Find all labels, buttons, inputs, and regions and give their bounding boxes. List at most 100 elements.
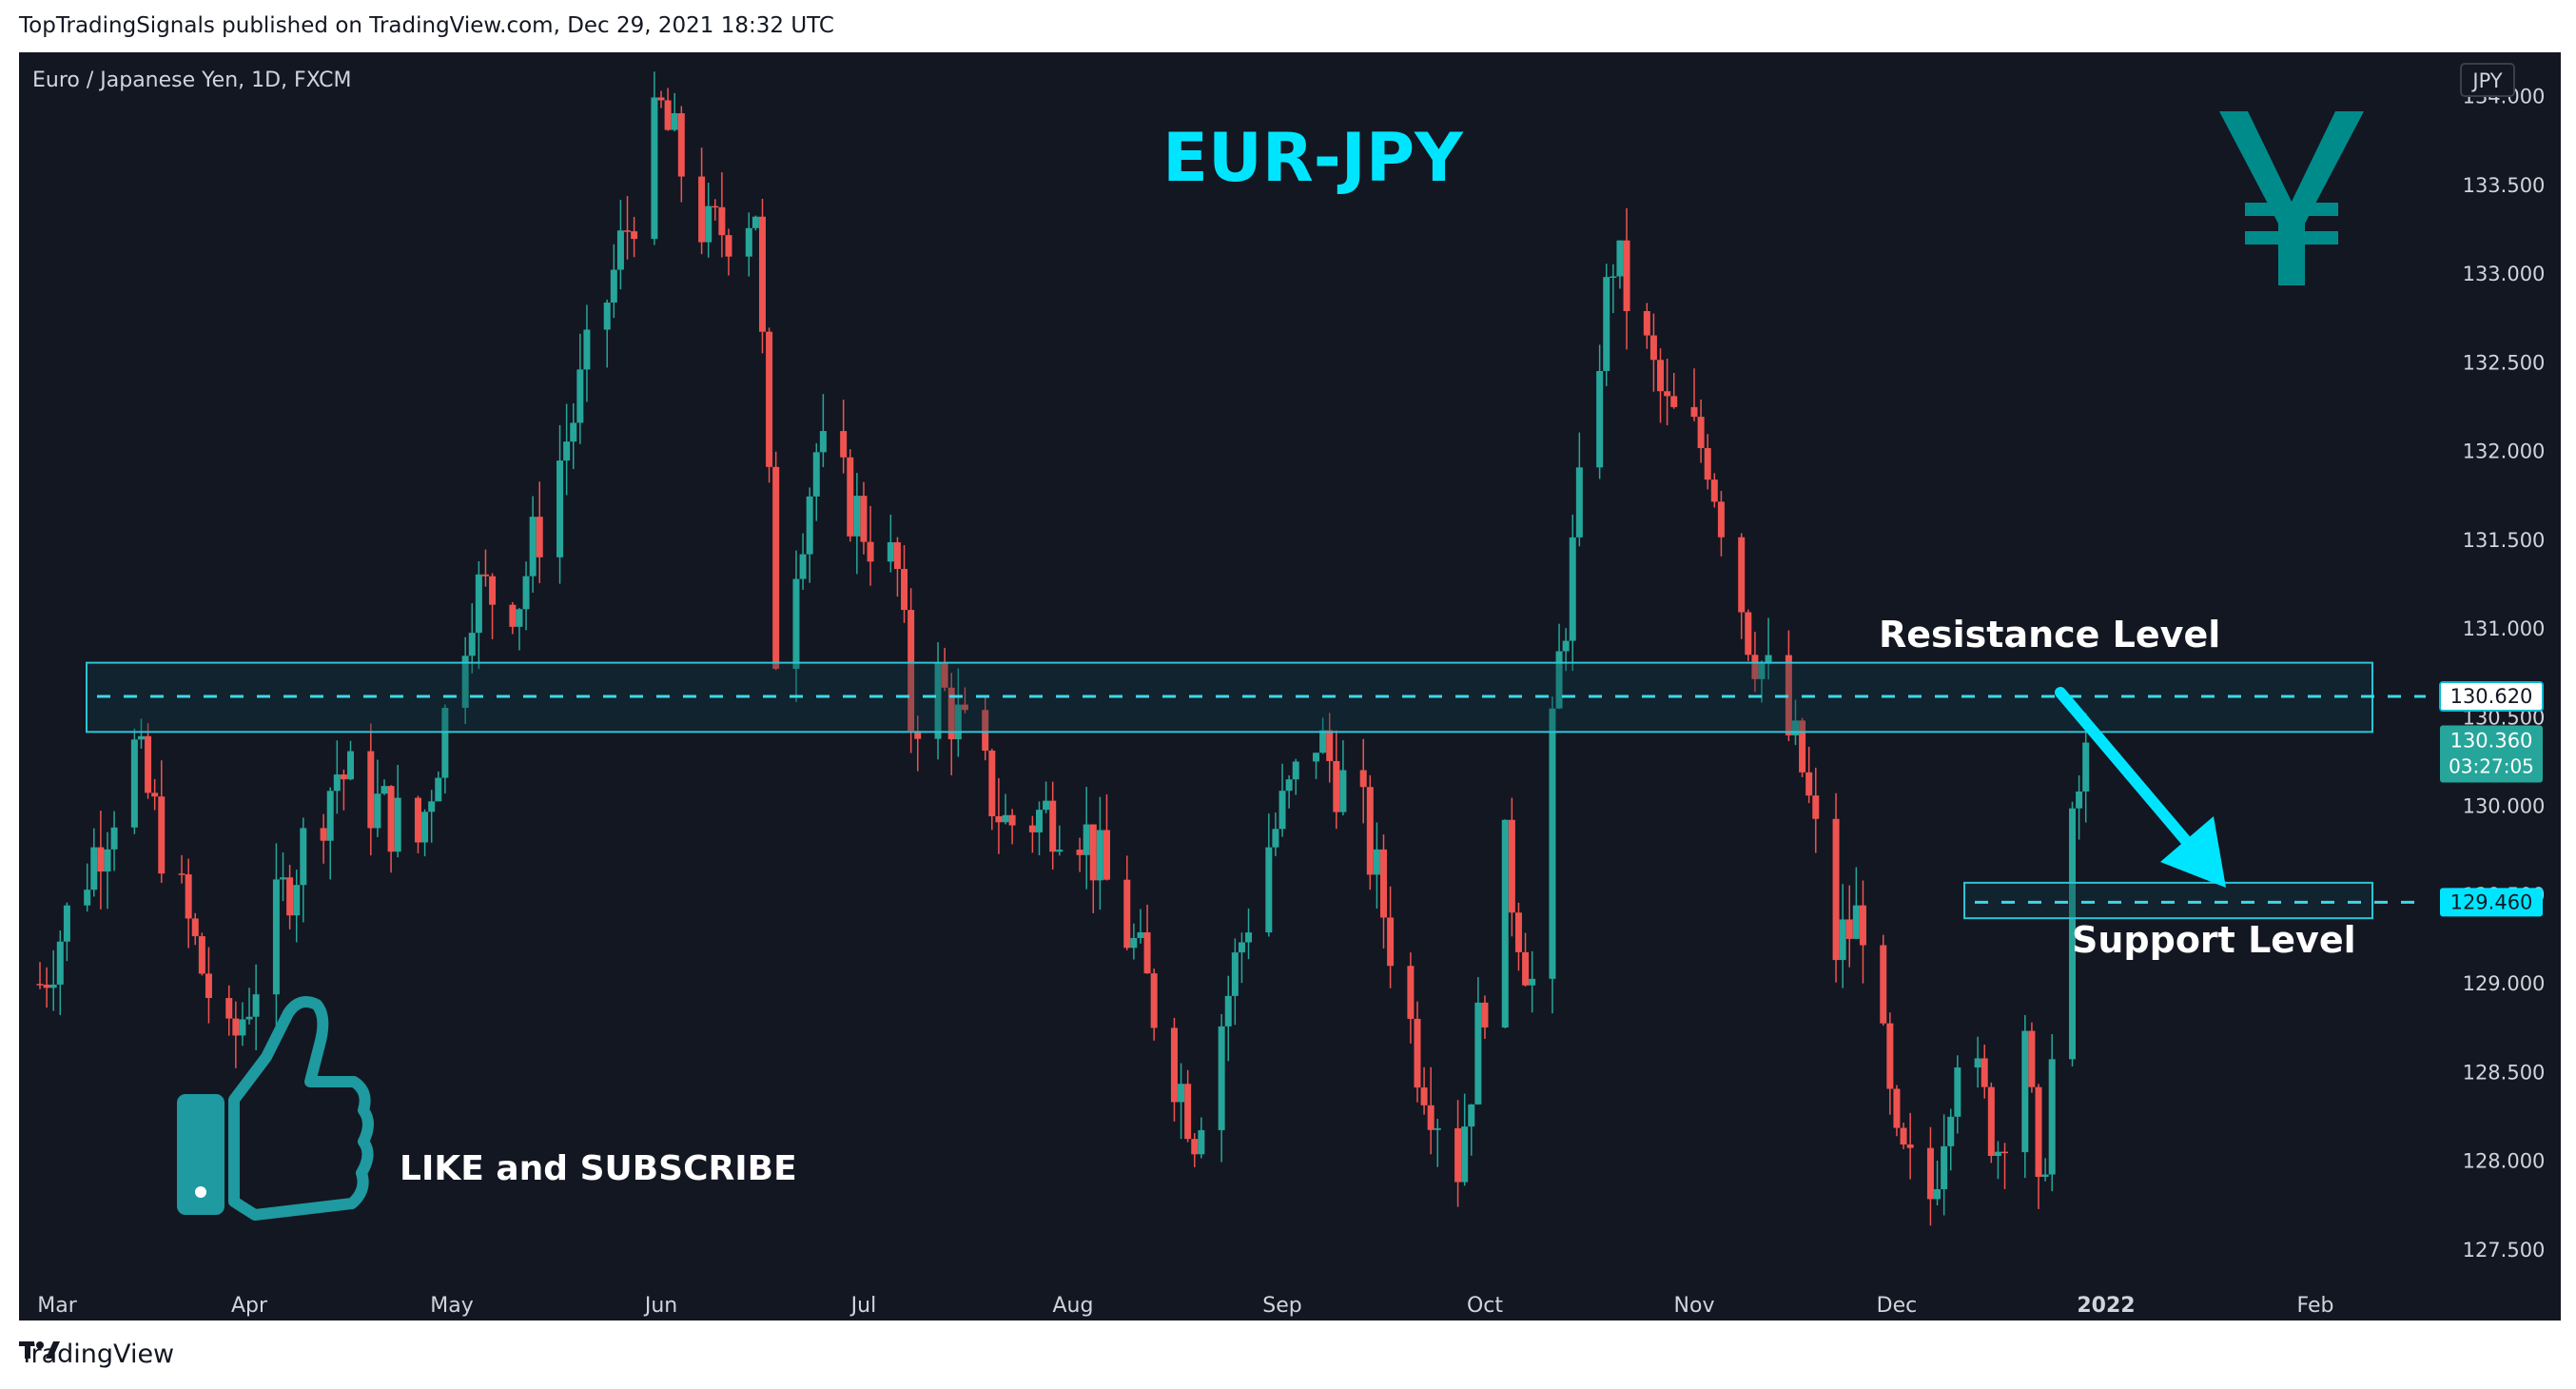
chart-pane[interactable]: Euro / Japanese Yen, 1D, FXCM EUR-JPY Re… [19, 52, 2561, 1321]
candle-body [556, 460, 564, 558]
candle-body [1812, 795, 1820, 819]
candle-body [137, 735, 145, 740]
candle-body [36, 984, 44, 986]
candle-body [1123, 879, 1131, 949]
y-tick-label: 128.000 [2463, 1150, 2546, 1173]
candle-body [1380, 849, 1388, 918]
candle-body [1522, 951, 1530, 986]
candle-body [43, 985, 50, 988]
candle-body [1623, 240, 1630, 312]
down-arrow-icon [2055, 687, 2226, 888]
candle-body [1461, 1126, 1469, 1183]
current-price-tag: 130.360 03:27:05 [2440, 725, 2543, 783]
candle-body [461, 655, 469, 709]
candle-body [320, 828, 327, 841]
candle-body [954, 704, 962, 740]
candle-body [2076, 791, 2083, 809]
candle-body [603, 303, 611, 330]
y-tick-label: 133.000 [2463, 263, 2546, 285]
candle-body [1150, 973, 1158, 1028]
candle-body [185, 874, 192, 919]
x-tick-label: Apr [231, 1294, 268, 1318]
support-price-tag: 129.460 [2440, 888, 2543, 917]
candle-body [1657, 360, 1665, 392]
candle-body [1373, 849, 1380, 875]
candle-body [191, 918, 199, 937]
x-tick-label: Oct [1467, 1294, 1503, 1318]
candle-body [1501, 819, 1509, 1027]
candle-body [97, 847, 105, 872]
candle-body [130, 739, 138, 828]
candle-body [1028, 825, 1036, 832]
candle-body [745, 227, 752, 257]
candle-body [1333, 760, 1340, 812]
candle-body [1751, 655, 1759, 679]
candle-body [664, 100, 672, 130]
candle-body [2068, 808, 2076, 1060]
candle-body [624, 230, 632, 232]
candle-body [198, 936, 205, 974]
candle-body [1562, 640, 1570, 652]
candle-body [1468, 1104, 1475, 1127]
candle-body [1137, 931, 1144, 938]
candle-body [529, 517, 537, 577]
candle-body [907, 610, 915, 732]
candle-body [522, 576, 530, 610]
candle-body [1319, 730, 1327, 753]
candle-body [104, 849, 111, 872]
tradingview-brand-text: TradingView [19, 1340, 175, 1369]
candle-body [961, 704, 968, 711]
candle-body [1649, 335, 1657, 361]
candle-body [428, 801, 436, 812]
candle-body [1603, 277, 1610, 371]
y-tick-label: 132.000 [2463, 440, 2546, 463]
candle-body [1859, 905, 1866, 946]
candle-body [799, 554, 807, 579]
candle-body [2021, 1030, 2029, 1153]
candle-body [1366, 787, 1374, 875]
y-tick-label: 131.500 [2463, 529, 2546, 552]
candle-body [245, 1016, 253, 1020]
candle-body [914, 731, 922, 739]
candle-body [1481, 1002, 1489, 1027]
candle-body [516, 609, 523, 627]
candle-body [1191, 1139, 1199, 1155]
chart-title: EUR-JPY [1162, 119, 1464, 197]
candle-body [1758, 663, 1766, 679]
candle-body [901, 569, 908, 611]
like-subscribe-text: LIKE and SUBSCRIBE [400, 1149, 797, 1188]
current-price-label: 130.360 [2450, 730, 2533, 753]
candle-body [2001, 1151, 2009, 1154]
y-tick-label: 128.500 [2463, 1061, 2546, 1084]
candle-body [1387, 917, 1395, 967]
candlestick-chart[interactable]: Euro / Japanese Yen, 1D, FXCM EUR-JPY Re… [19, 52, 2561, 1321]
candle-body [616, 230, 624, 270]
candle-body [1170, 1027, 1178, 1103]
candle-body [806, 496, 813, 555]
x-tick-label: Sep [1262, 1294, 1301, 1318]
candle-body [1434, 1127, 1441, 1130]
candle-body [1049, 800, 1057, 852]
candle-body [1508, 819, 1515, 913]
candle-body [1002, 814, 1009, 823]
candle-body [2028, 1030, 2036, 1087]
candle-body [441, 708, 449, 778]
candle-body [489, 576, 497, 605]
candle-body [205, 973, 212, 999]
candle-body [178, 873, 185, 875]
resistance-price-label: 130.620 [2450, 685, 2533, 708]
symbol-label: Euro / Japanese Yen, 1D, FXCM [32, 68, 352, 92]
candle-body [887, 541, 894, 562]
x-tick-label: 2022 [2077, 1294, 2135, 1318]
candle-body [812, 452, 820, 497]
candle-body [414, 797, 421, 843]
x-tick-label: Jul [849, 1294, 877, 1318]
candle-body [56, 941, 64, 985]
candle-body [1143, 931, 1151, 974]
candle-body [1359, 770, 1367, 788]
candle-body [751, 216, 759, 228]
support-label: Support Level [2072, 919, 2356, 961]
candle-body [1745, 612, 1752, 655]
candle-body [387, 786, 395, 852]
candle-body [225, 998, 233, 1019]
